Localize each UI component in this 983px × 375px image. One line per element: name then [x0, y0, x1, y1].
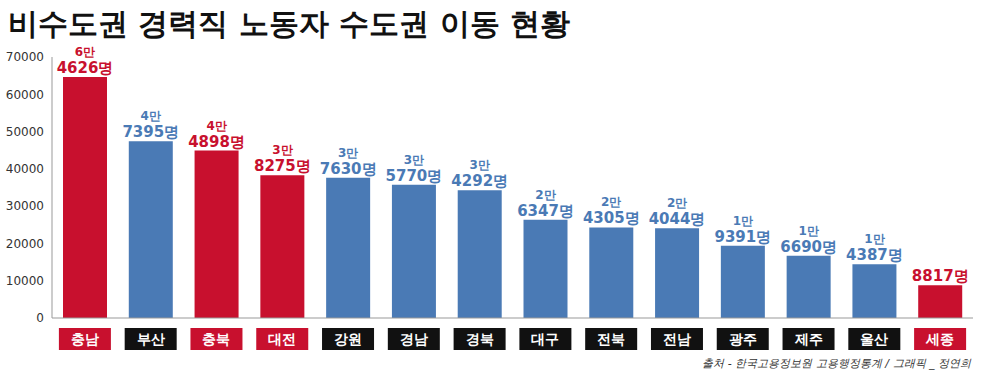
svg-text:2만4305명: 2만4305명 [583, 195, 640, 227]
svg-text:70000: 70000 [6, 50, 44, 64]
svg-text:충북: 충북 [202, 331, 230, 347]
svg-text:세종: 세종 [925, 331, 954, 347]
svg-text:광주: 광주 [729, 331, 757, 347]
svg-text:대전: 대전 [268, 331, 296, 347]
svg-text:50000: 50000 [6, 125, 44, 139]
svg-text:10000: 10000 [6, 274, 44, 288]
svg-text:3만5770명: 3만5770명 [386, 153, 443, 185]
svg-text:경북: 경북 [466, 331, 494, 347]
svg-text:6만4626명: 6만4626명 [57, 45, 114, 77]
html-text:출처 - 한국고용정보원 고용행정통계 / 그래픽 _ 정연: 출처 - 한국고용정보원 고용행정통계 / 그래픽 _ 정연희 [702, 357, 971, 370]
svg-text:1만9391명: 1만9391명 [714, 214, 771, 246]
svg-text:3만7630명: 3만7630명 [320, 146, 377, 178]
svg-text:4만4898명: 4만4898명 [188, 119, 245, 151]
svg-text:40000: 40000 [6, 162, 44, 176]
svg-text:2만6347명: 2만6347명 [517, 188, 574, 220]
svg-text:1만6690명: 1만6690명 [780, 224, 837, 256]
svg-text:2만4044명: 2만4044명 [649, 196, 706, 228]
svg-text:8817명: 8817명 [912, 267, 969, 285]
svg-text:0: 0 [36, 311, 44, 325]
svg-text:충남: 충남 [71, 331, 99, 347]
svg-text:제주: 제주 [794, 331, 823, 347]
svg-text:30000: 30000 [6, 199, 44, 213]
html-text:비수도권 경력직 노동자 수도권 이동 현황: 비수도권 경력직 노동자 수도권 이동 현황 [8, 6, 571, 41]
svg-text:전남: 전남 [663, 331, 691, 347]
svg-text:60000: 60000 [6, 88, 44, 102]
svg-text:20000: 20000 [6, 237, 44, 251]
svg-text:울산: 울산 [860, 331, 888, 347]
svg-text:전북: 전북 [597, 331, 625, 347]
svg-text:1만4387명: 1만4387명 [846, 232, 903, 264]
svg-text:3만8275명: 3만8275명 [254, 143, 311, 175]
svg-text:3만4292명: 3만4292명 [451, 158, 508, 190]
svg-text:부산: 부산 [137, 331, 165, 347]
svg-text:대구: 대구 [531, 331, 559, 347]
svg-text:경남: 경남 [400, 331, 428, 347]
svg-text:강원: 강원 [334, 331, 362, 347]
svg-text:4만7395명: 4만7395명 [122, 109, 179, 141]
